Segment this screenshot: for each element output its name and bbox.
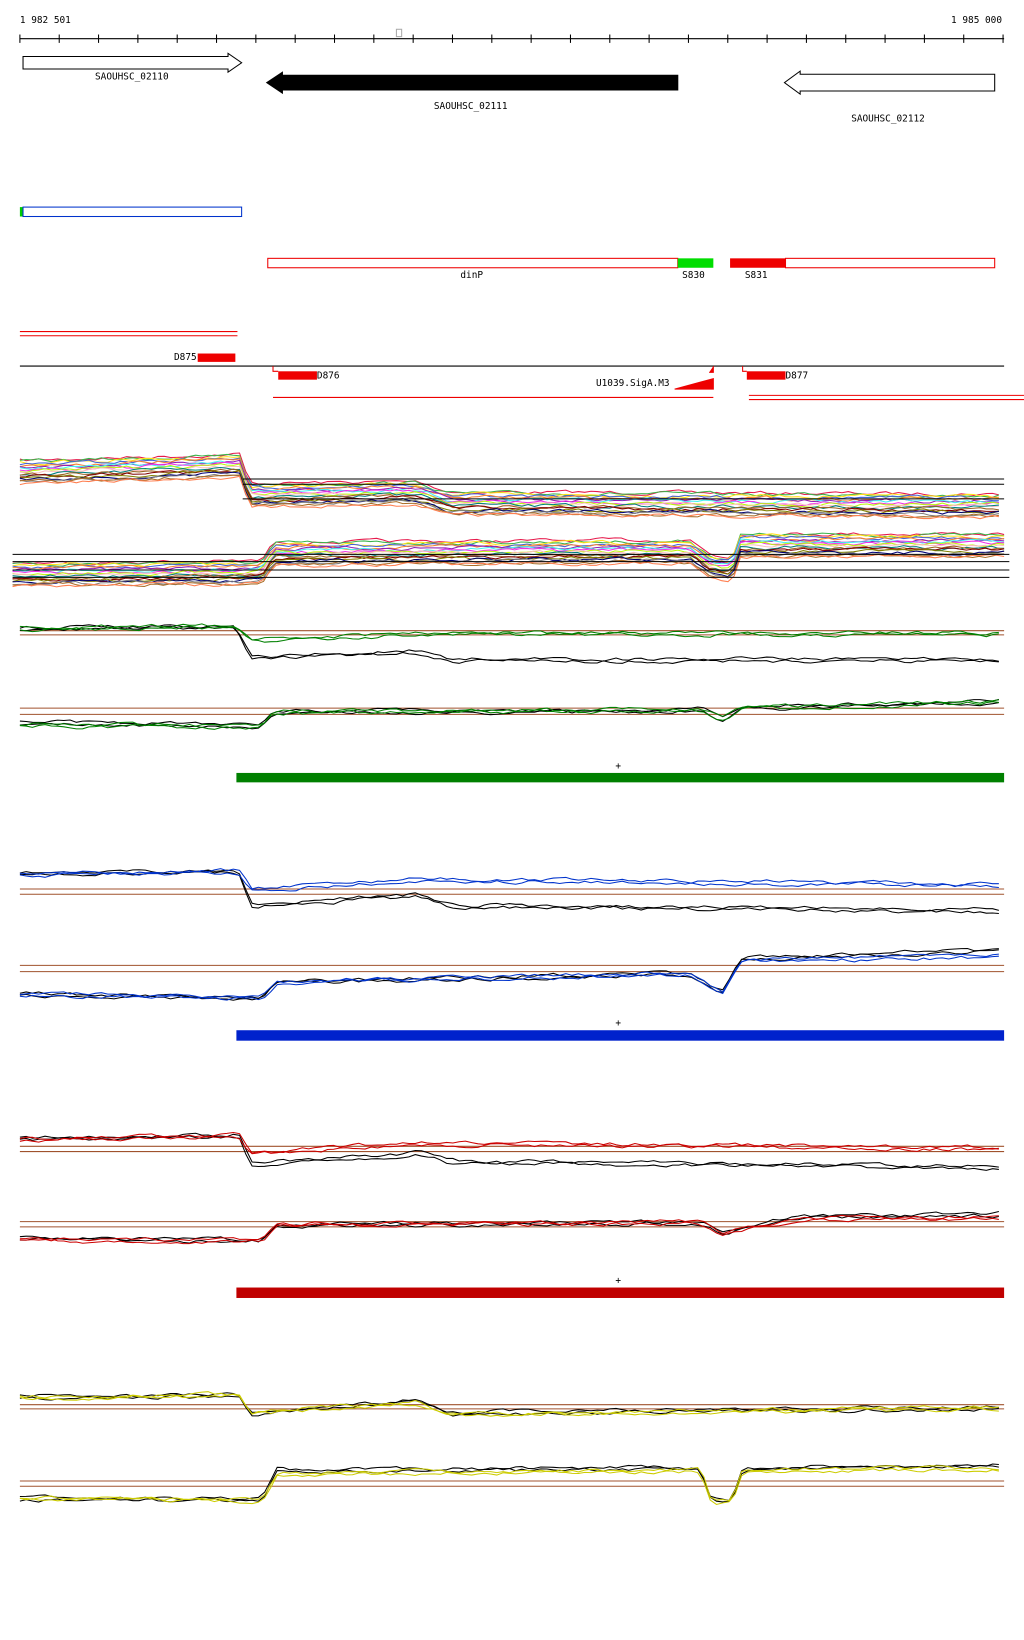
feature-box: [267, 257, 679, 269]
promoter-label: U1039.SigA.M3: [596, 378, 670, 389]
strand-bar: [236, 1287, 1005, 1298]
genes: SAOUHSC_02110 SAOUHSC_02111 SAOUHSC_0211…: [22, 52, 996, 124]
strand-bar: [236, 1030, 1005, 1041]
trace: [12, 535, 1005, 570]
trace: [19, 1391, 999, 1417]
gene-arrow: [265, 71, 679, 95]
feature-label: S831: [745, 270, 768, 281]
segment-label: D875: [174, 352, 197, 363]
trace: [19, 469, 1000, 515]
trace: [19, 869, 1000, 912]
feature-box: [784, 257, 996, 269]
trace: [19, 955, 999, 1001]
trace: [19, 1467, 999, 1506]
segment-label: D876: [317, 371, 340, 382]
strand-bar: [236, 772, 1005, 783]
trace: [12, 538, 1005, 572]
strand-label: +: [615, 1018, 621, 1029]
segment-block: [278, 371, 317, 380]
trace: [19, 473, 999, 517]
trace: [19, 701, 999, 730]
feature-label: S830: [682, 270, 705, 281]
trace: [12, 533, 1005, 568]
trace: [19, 1131, 999, 1154]
trace: [12, 546, 1005, 583]
ruler: 1 982 501 1 985 000: [19, 15, 1005, 43]
gene-arrow: [783, 70, 996, 96]
trace: [19, 452, 999, 498]
trace: [19, 699, 999, 727]
trace: [19, 1393, 999, 1417]
trace: [19, 1214, 999, 1242]
segment-block: [746, 371, 786, 380]
trace: [12, 532, 1005, 567]
trace: [19, 953, 999, 999]
feature-block: [730, 258, 786, 268]
trace: [19, 467, 999, 510]
gene-arrow: [22, 52, 243, 74]
trace: [19, 471, 999, 516]
trace: [12, 545, 1005, 578]
trace: [19, 870, 999, 915]
trace: [19, 870, 999, 892]
trace: [19, 1394, 999, 1417]
feature-block: [19, 207, 24, 217]
trace: [12, 548, 1005, 583]
trace: [19, 1135, 999, 1155]
trace: [19, 1216, 999, 1245]
trace: [12, 554, 1005, 588]
promoter-mark: [674, 366, 714, 390]
features: dinP S830 S831: [19, 206, 996, 281]
feature-box: [22, 206, 243, 218]
segment-label: D877: [786, 371, 809, 382]
trace: [19, 1135, 999, 1171]
segments: D875 D876 U1039.SigA.M3 D877: [19, 331, 1024, 401]
strand-label: +: [615, 1275, 621, 1286]
trace: [19, 623, 999, 641]
ruler-end: 1 985 000: [951, 15, 1002, 26]
trace: [19, 468, 999, 511]
trace: [19, 475, 999, 520]
gene-label: SAOUHSC_02110: [95, 71, 169, 82]
trace: [19, 949, 999, 1001]
trace: [19, 625, 999, 664]
feature-block: [677, 258, 714, 268]
trace: [19, 625, 999, 643]
gene-label: SAOUHSC_02111: [434, 101, 508, 112]
strand-bars: + + +: [236, 761, 1005, 1298]
trace: [19, 458, 999, 502]
expression-traces: [12, 452, 1010, 1506]
gene-label: SAOUHSC_02112: [851, 113, 925, 124]
trace: [19, 1213, 999, 1244]
strand-label: +: [615, 761, 621, 772]
ruler-start: 1 982 501: [20, 15, 71, 26]
trace: [19, 1210, 999, 1242]
ruler-marker: [395, 28, 403, 38]
segment-block: [197, 353, 236, 362]
feature-label: dinP: [460, 270, 483, 281]
trace: [19, 1465, 999, 1503]
